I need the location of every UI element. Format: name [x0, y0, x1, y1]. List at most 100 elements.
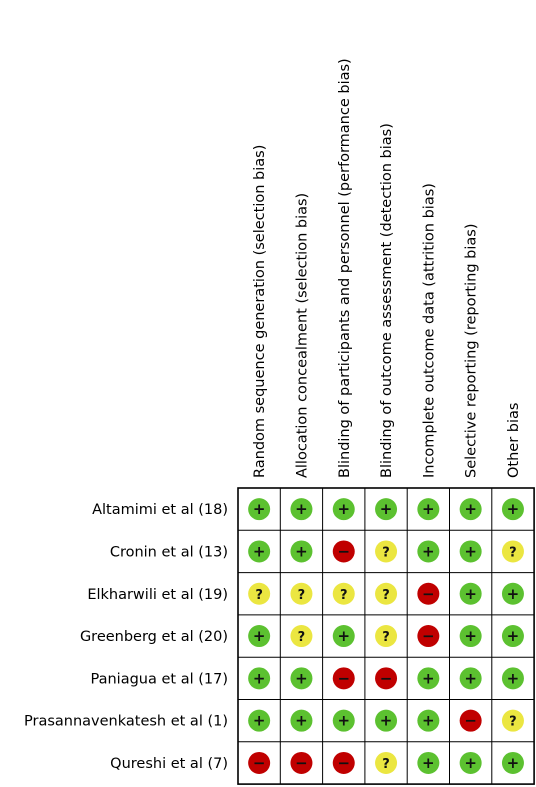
judgement-cell: +: [459, 751, 482, 774]
low-risk-circle: [417, 667, 440, 690]
judgement-cell: +: [290, 709, 313, 732]
low-risk-symbol: +: [422, 500, 435, 518]
low-risk-symbol: +: [422, 712, 435, 730]
low-risk-circle: [248, 625, 271, 648]
low-risk-circle: [332, 709, 355, 732]
low-risk-circle: [332, 498, 355, 521]
low-risk-symbol: +: [295, 669, 308, 687]
judgement-cell: +: [459, 625, 482, 648]
low-risk-symbol: +: [337, 712, 350, 730]
unclear-risk-circle: [501, 540, 524, 563]
low-risk-symbol: +: [337, 500, 350, 518]
unclear-risk-symbol: ?: [509, 715, 517, 730]
judgement-cell: ?: [501, 540, 524, 563]
low-risk-circle: [501, 498, 524, 521]
high-risk-symbol: −: [253, 754, 266, 772]
study-label-elkharwili-et-al-19: Elkharwili et al (19): [87, 587, 228, 603]
unclear-risk-circle: [501, 709, 524, 732]
unclear-risk-circle: [375, 751, 398, 774]
study-labels: Altamimi et al (18) Cronin et al (13) Elkh…: [24, 502, 228, 772]
low-risk-symbol: +: [422, 669, 435, 687]
high-risk-symbol: −: [422, 627, 435, 645]
judgement-cell: +: [375, 498, 398, 521]
low-risk-circle: [290, 709, 313, 732]
low-risk-circle: [501, 667, 524, 690]
high-risk-symbol: −: [464, 712, 477, 730]
judgement-cell: −: [248, 751, 271, 774]
domain-label-blinding-of-participants-and-personnel-performance-bias: Blinding of participants and personnel (…: [337, 58, 353, 478]
low-risk-symbol: +: [464, 627, 477, 645]
high-risk-circle: [248, 751, 271, 774]
unclear-risk-circle: [248, 582, 271, 605]
low-risk-symbol: +: [253, 542, 266, 560]
high-risk-circle: [375, 667, 398, 690]
unclear-risk-symbol: ?: [382, 757, 390, 772]
low-risk-circle: [332, 625, 355, 648]
low-risk-symbol: +: [422, 754, 435, 772]
low-risk-symbol: +: [337, 627, 350, 645]
domain-label-other-bias: Other bias: [506, 403, 522, 478]
unclear-risk-symbol: ?: [509, 545, 517, 560]
judgement-cell: +: [417, 667, 440, 690]
judgement-cell: +: [375, 709, 398, 732]
judgement-cell: +: [332, 498, 355, 521]
unclear-risk-circle: [375, 625, 398, 648]
unclear-risk-symbol: ?: [382, 630, 390, 645]
low-risk-symbol: +: [295, 712, 308, 730]
low-risk-circle: [248, 667, 271, 690]
high-risk-symbol: −: [337, 754, 350, 772]
unclear-risk-symbol: ?: [340, 588, 348, 603]
high-risk-symbol: −: [337, 542, 350, 560]
low-risk-circle: [248, 540, 271, 563]
low-risk-circle: [417, 751, 440, 774]
unclear-risk-circle: [290, 625, 313, 648]
low-risk-circle: [501, 751, 524, 774]
unclear-risk-circle: [290, 582, 313, 605]
judgement-cell: +: [248, 709, 271, 732]
study-label-altamimi-et-al-18: Altamimi et al (18): [92, 502, 228, 518]
low-risk-circle: [248, 709, 271, 732]
judgement-cell: −: [459, 709, 482, 732]
judgement-cell: +: [501, 751, 524, 774]
low-risk-symbol: +: [380, 712, 393, 730]
low-risk-symbol: +: [422, 542, 435, 560]
low-risk-circle: [417, 498, 440, 521]
study-label-cronin-et-al-13: Cronin et al (13): [110, 544, 228, 560]
judgement-cell: +: [501, 498, 524, 521]
judgement-cell: −: [417, 582, 440, 605]
unclear-risk-symbol: ?: [298, 630, 306, 645]
judgement-cell: ?: [375, 625, 398, 648]
domain-label-blinding-of-outcome-assessment-detection-bias: Blinding of outcome assessment (detectio…: [379, 123, 395, 478]
high-risk-symbol: −: [422, 585, 435, 603]
low-risk-circle: [375, 498, 398, 521]
high-risk-circle: [459, 709, 482, 732]
domain-label-selective-reporting-reporting-bias: Selective reporting (reporting bias): [464, 223, 480, 478]
judgement-cell: +: [501, 582, 524, 605]
judgement-cell: −: [332, 751, 355, 774]
judgement-cell: +: [290, 498, 313, 521]
low-risk-symbol: +: [507, 500, 520, 518]
high-risk-circle: [417, 625, 440, 648]
low-risk-symbol: +: [507, 585, 520, 603]
unclear-risk-circle: [375, 540, 398, 563]
low-risk-symbol: +: [464, 542, 477, 560]
judgement-cell: −: [375, 667, 398, 690]
low-risk-circle: [459, 582, 482, 605]
low-risk-circle: [501, 582, 524, 605]
study-label-qureshi-et-al-7: Qureshi et al (7): [110, 756, 228, 772]
judgement-cell: +: [417, 498, 440, 521]
high-risk-circle: [332, 667, 355, 690]
study-label-prasannavenkatesh-et-al-1: Prasannavenkatesh et al (1): [24, 714, 228, 730]
low-risk-symbol: +: [464, 754, 477, 772]
judgement-cell: −: [332, 667, 355, 690]
judgement-cell: −: [290, 751, 313, 774]
judgement-cell: −: [417, 625, 440, 648]
low-risk-symbol: +: [253, 712, 266, 730]
judgement-cell: +: [248, 667, 271, 690]
judgement-cell: ?: [248, 582, 271, 605]
judgement-cell: ?: [375, 751, 398, 774]
high-risk-circle: [290, 751, 313, 774]
low-risk-circle: [501, 625, 524, 648]
low-risk-circle: [290, 667, 313, 690]
